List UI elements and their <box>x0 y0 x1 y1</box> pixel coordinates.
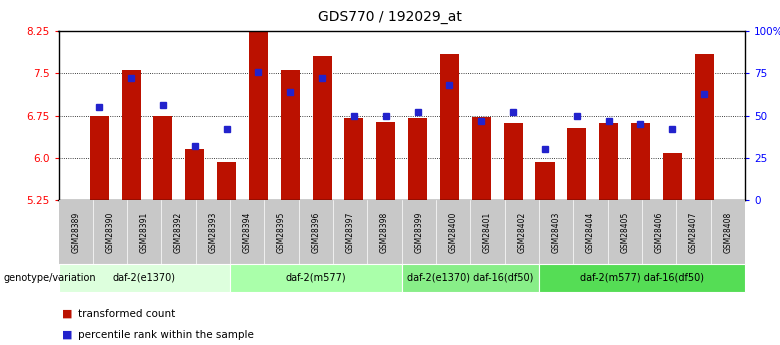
Text: GSM28404: GSM28404 <box>586 211 595 253</box>
Text: GSM28406: GSM28406 <box>654 211 664 253</box>
Text: GSM28400: GSM28400 <box>448 211 458 253</box>
Text: GSM28397: GSM28397 <box>346 211 355 253</box>
Text: daf-2(m577): daf-2(m577) <box>285 273 346 283</box>
Bar <box>345 118 363 200</box>
Bar <box>185 149 204 200</box>
Bar <box>281 70 300 200</box>
Text: GSM28394: GSM28394 <box>243 211 252 253</box>
Text: GSM28407: GSM28407 <box>689 211 698 253</box>
Text: daf-2(e1370): daf-2(e1370) <box>113 273 176 283</box>
Text: GSM28408: GSM28408 <box>723 211 732 253</box>
Text: GSM28399: GSM28399 <box>414 211 424 253</box>
Text: transformed count: transformed count <box>78 309 176 319</box>
Text: GSM28392: GSM28392 <box>174 211 183 253</box>
Text: GSM28390: GSM28390 <box>105 211 115 253</box>
Text: GSM28391: GSM28391 <box>140 211 149 253</box>
Text: GSM28396: GSM28396 <box>311 211 321 253</box>
Bar <box>631 123 650 200</box>
Bar <box>599 123 619 200</box>
Bar <box>90 116 108 200</box>
Bar <box>249 21 268 200</box>
Text: GSM28401: GSM28401 <box>483 211 492 253</box>
Bar <box>440 53 459 200</box>
Text: ■: ■ <box>62 330 73 339</box>
Bar <box>567 128 587 200</box>
Text: GSM28405: GSM28405 <box>620 211 629 253</box>
Bar <box>217 162 236 200</box>
Text: daf-2(m577) daf-16(df50): daf-2(m577) daf-16(df50) <box>580 273 704 283</box>
Bar <box>313 57 332 200</box>
Text: GDS770 / 192029_at: GDS770 / 192029_at <box>318 10 462 24</box>
Bar <box>154 116 172 200</box>
Text: GSM28403: GSM28403 <box>551 211 561 253</box>
Text: GSM28389: GSM28389 <box>71 211 80 253</box>
Bar <box>504 123 523 200</box>
Bar <box>472 117 491 200</box>
Text: GSM28398: GSM28398 <box>380 211 389 253</box>
Bar <box>376 122 395 200</box>
Text: GSM28393: GSM28393 <box>208 211 218 253</box>
Text: genotype/variation: genotype/variation <box>4 273 97 283</box>
Text: GSM28395: GSM28395 <box>277 211 286 253</box>
Bar <box>122 70 140 200</box>
Text: ■: ■ <box>62 309 73 319</box>
Bar <box>695 53 714 200</box>
Bar <box>535 162 555 200</box>
Bar <box>663 153 682 200</box>
Text: daf-2(e1370) daf-16(df50): daf-2(e1370) daf-16(df50) <box>407 273 534 283</box>
Bar <box>408 118 427 200</box>
Text: GSM28402: GSM28402 <box>517 211 526 253</box>
Text: percentile rank within the sample: percentile rank within the sample <box>78 330 254 339</box>
